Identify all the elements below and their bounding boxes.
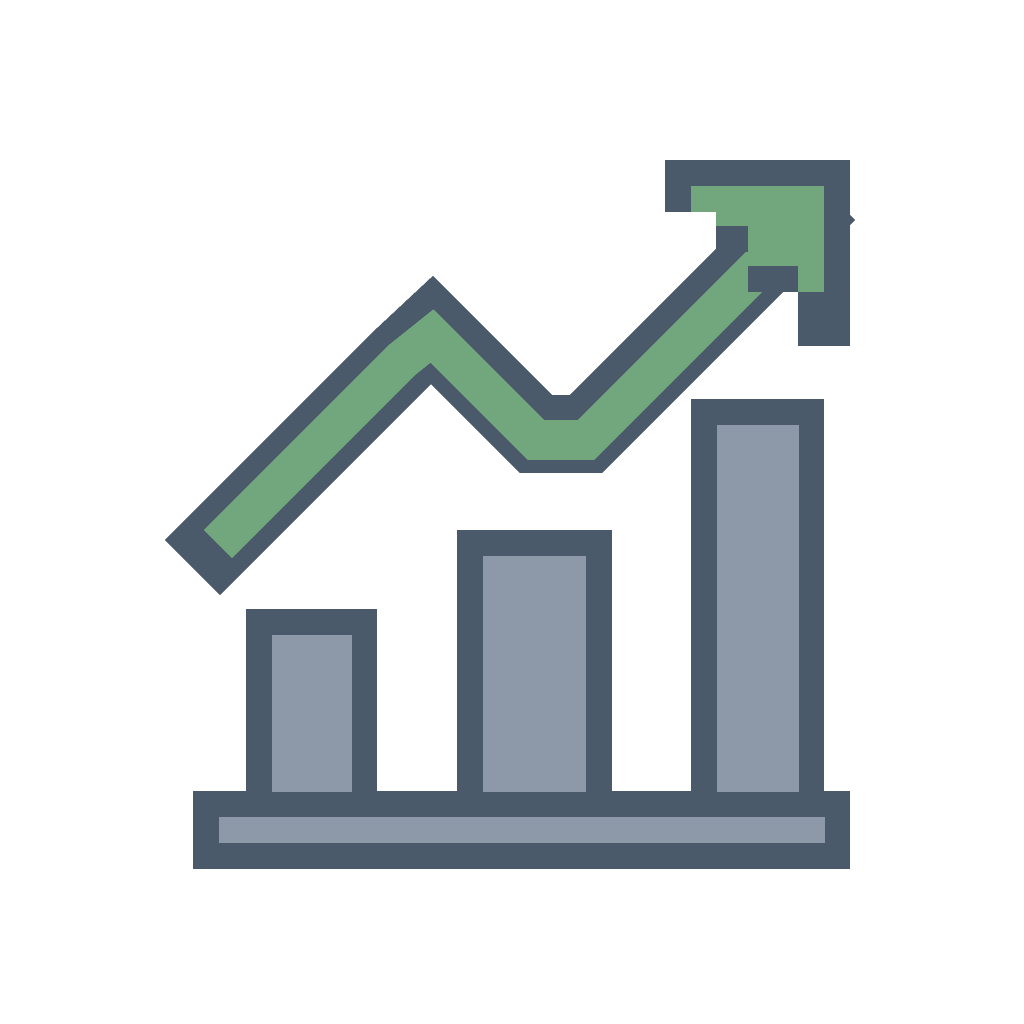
bar-1-fill <box>272 635 352 792</box>
bar-1 <box>246 609 377 817</box>
arrowhead-fill <box>691 186 824 320</box>
bar-3-fill <box>717 425 799 792</box>
bar-2 <box>457 530 612 817</box>
bar-2-fill <box>483 556 586 792</box>
trend-arrow-fill <box>203 197 829 559</box>
bar-3 <box>691 399 824 817</box>
baseline-fill <box>219 817 825 843</box>
trend-arrow <box>164 160 856 596</box>
